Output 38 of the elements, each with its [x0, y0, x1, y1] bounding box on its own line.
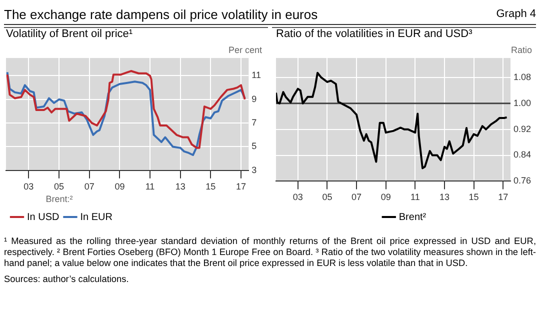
x-tick-label: 09 — [114, 181, 125, 192]
x-tick-label: 05 — [322, 192, 332, 202]
x-tick-label: 11 — [145, 181, 155, 192]
y-axis-title: Per cent — [228, 44, 262, 55]
y-tick-label: 1.08 — [513, 72, 532, 82]
y-tick-label: 7 — [252, 118, 257, 128]
chart-title: Ratio of the volatilities in EUR and USD³ — [275, 28, 474, 42]
y-tick-label: 11 — [252, 70, 261, 80]
y-tick-label: 9 — [252, 94, 257, 104]
x-tick-label: 13 — [175, 181, 186, 192]
legend-label: Brent² — [398, 212, 427, 223]
y-tick-label: 0.92 — [513, 124, 532, 134]
legend-title: Brent:² — [46, 194, 73, 204]
x-tick-label: 05 — [54, 181, 64, 192]
x-tick-label: 17 — [498, 192, 508, 202]
y-tick-label: 3 — [252, 164, 257, 175]
text: ¹ Measured as the rolling three-year standard deviation of monthly returns of the Brent oil price expressed in USD and EUR, respectively. ² Brent Forties Oseberg (BFO) Month 1 Europe Free on Board. ³ Ratio of the two volatility measures shown in the left-hand panel; a value below one indicates that the Brent oil price expressed in EUR is less volatile than that in USD. — [4, 236, 536, 269]
x-tick-label: 17 — [236, 181, 246, 192]
legend-label: In USD — [27, 212, 60, 223]
chart-title: Volatility of Brent oil price¹ — [5, 28, 134, 42]
y-axis-title: Ratio — [510, 44, 532, 55]
x-tick-label: 09 — [380, 192, 391, 202]
legend-label: In EUR — [80, 212, 112, 223]
x-tick-label: 13 — [439, 192, 450, 202]
x-tick-label: 03 — [24, 181, 34, 192]
x-tick-label: 07 — [84, 181, 94, 192]
x-tick-label: 11 — [410, 192, 420, 202]
y-tick-label: 1.00 — [513, 98, 532, 108]
source-note: Sources: author’s calculations. — [4, 274, 130, 285]
x-tick-label: 15 — [468, 192, 479, 202]
y-tick-label: 0.76 — [513, 176, 532, 186]
y-tick-label: 5 — [252, 141, 257, 152]
y-tick-label: 0.84 — [513, 150, 532, 160]
text: The exchange rate dampens oil price volatility in euros — [4, 6, 318, 22]
x-tick-label: 07 — [352, 192, 362, 202]
x-tick-label: 15 — [206, 181, 216, 192]
x-tick-label: 03 — [292, 192, 303, 202]
caption: Graph 4 — [496, 8, 536, 20]
